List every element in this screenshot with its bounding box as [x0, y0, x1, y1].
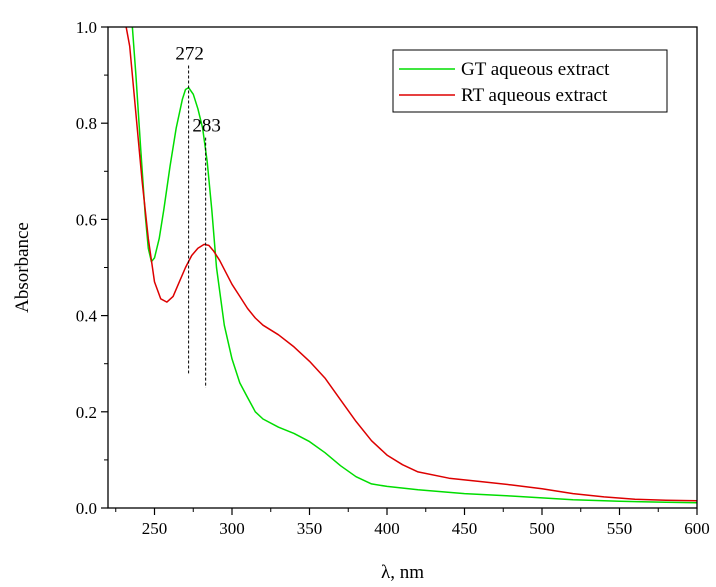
x-tick-label-350: 350 — [297, 519, 323, 538]
x-axis-label: λ, nm — [381, 562, 424, 583]
y-tick-label-0: 0.0 — [76, 499, 97, 518]
x-tick-label-450: 450 — [452, 519, 478, 538]
series-line-1 — [131, 27, 697, 504]
legend-label-2: RT aqueous extract — [461, 85, 608, 106]
x-tick-label-250: 250 — [142, 519, 168, 538]
y-tick-label-1: 0.2 — [76, 403, 97, 422]
legend: GT aqueous extract RT aqueous extract — [392, 49, 668, 113]
x-tick-label-300: 300 — [219, 519, 245, 538]
x-tick-label-500: 500 — [529, 519, 555, 538]
x-tick-label-550: 550 — [607, 519, 633, 538]
y-tick-label-2: 0.4 — [76, 307, 98, 326]
peak-label-272: 272 — [175, 43, 204, 64]
peak-label-283: 283 — [192, 116, 221, 137]
annotation-layer: 272 283 — [175, 43, 221, 388]
x-tick-label-600: 600 — [684, 519, 710, 538]
series-line-2 — [125, 27, 697, 502]
y-axis-label: Absorbance — [12, 222, 33, 313]
x-tick-label-400: 400 — [374, 519, 400, 538]
y-tick-label-3: 0.6 — [76, 210, 97, 229]
legend-label-1: GT aqueous extract — [461, 59, 610, 80]
axis-layer: 250 300 350 400 450 500 550 600 0.0 0.2 0.4 0.6 0.8 1… — [76, 18, 710, 538]
y-tick-label-5: 1.0 — [76, 18, 97, 37]
y-tick-label-4: 0.8 — [76, 114, 97, 133]
legend-box — [392, 49, 668, 113]
series-layer — [125, 27, 697, 504]
